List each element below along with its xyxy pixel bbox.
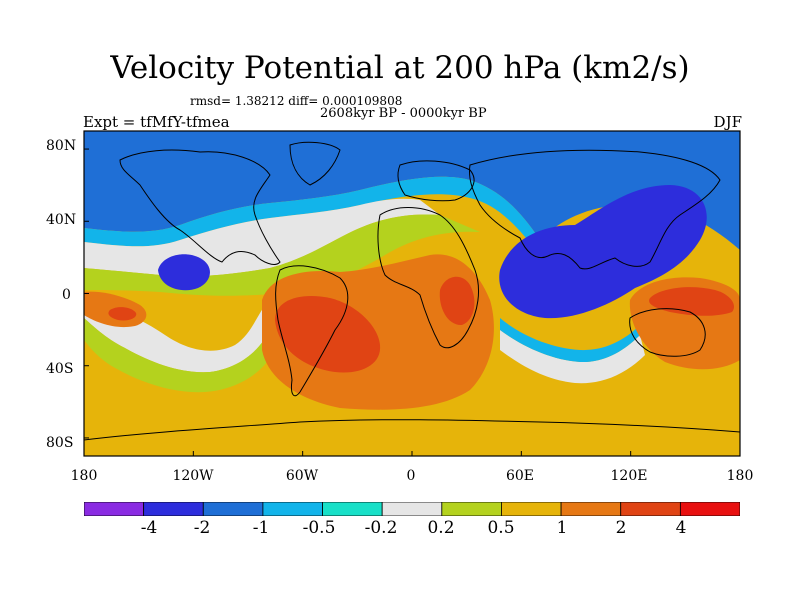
coastline-antarctica [84,419,740,441]
colorbar [84,502,740,516]
colorbar-label-1: 1 [556,518,568,538]
colorbar-swatch [322,502,383,516]
colorbar-label-02: 0.2 [427,518,455,538]
y-tick-0: 0 [62,287,71,303]
colorbar-swatch [84,502,145,516]
contour-pos02-south [84,318,272,393]
x-tick-180e: 180 [726,468,754,484]
contour-pos2-samerica [275,296,381,373]
contour-near-zero-indian [500,330,645,384]
coastline-north-america [119,149,281,265]
contour-pos2-africa [439,276,475,326]
y-tick-40s: 40S [46,361,74,377]
colorbar-swatch [679,502,740,516]
colorbar-label-neg4: -4 [140,518,158,538]
colorbar-swatch [620,502,681,516]
x-tick-60e: 60E [505,468,535,484]
colorbar-label-4: 4 [675,518,687,538]
x-tick-120w: 120W [172,468,214,484]
coastline-africa [377,207,480,349]
contour-neg1-north [84,131,740,250]
colorbar-swatch [560,502,622,516]
chart-title: Velocity Potential at 200 hPa (km2/s) [110,50,690,86]
colorbar-swatch [381,502,443,516]
colorbar-label-05: 0.5 [487,518,515,538]
coastline-australia [629,308,706,357]
colorbar-label-neg1: -1 [252,518,270,538]
coastlines [84,141,740,441]
coastline-south-america [275,265,349,397]
y-tick-80s: 80S [46,435,74,451]
colorbar-swatch [441,502,502,516]
x-tick-60w: 60W [285,468,319,484]
colorbar-label-neg02: -0.2 [364,518,398,538]
experiment-label: Expt = tfMfY-tfmea [83,113,230,131]
axis-ticks [83,148,741,456]
colorbar-swatch [202,502,264,516]
contour-pos2-southpacific [108,307,137,321]
colorbar-swatch [143,502,204,516]
contour-pos1-atlantic [262,254,494,410]
coastline-asia [469,149,721,270]
stats-subtitle: rmsd= 1.38212 diff= 0.000109808 [190,94,403,108]
contour-neg2-asia [499,185,707,319]
x-tick-0: 0 [406,468,416,484]
colorbar-swatch [262,502,323,516]
colorbar-swatch [501,502,562,516]
colorbar-label-2: 2 [615,518,627,538]
coastline-europe [397,160,475,202]
y-tick-40n: 40N [46,212,77,228]
y-tick-80n: 80N [46,138,77,154]
colorbar-label-neg05: -0.5 [302,518,336,538]
coastline-greenland [289,141,341,186]
x-tick-180w: 180 [70,468,98,484]
period-subtitle: 2608kyr BP - 0000kyr BP [320,106,487,121]
contour-pos02-north [84,214,480,296]
contour-neg2-pacific [158,254,210,291]
x-tick-120e: 120E [610,468,648,484]
colorbar-label-neg2: -2 [193,518,211,538]
contour-neg05-indian [500,318,640,363]
season-label: DJF [713,113,742,131]
